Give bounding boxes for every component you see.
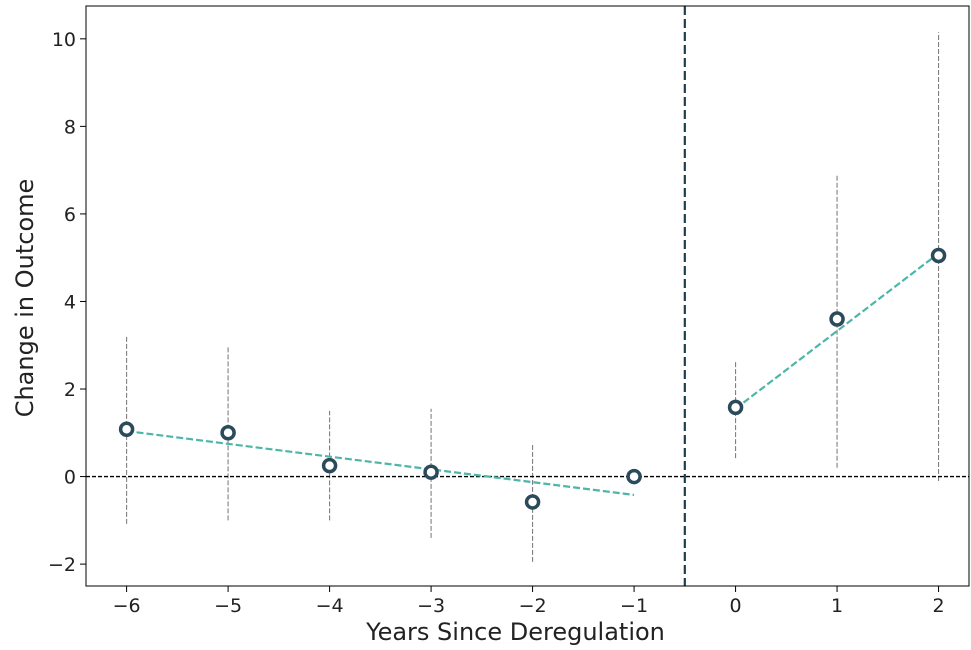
trend-lines-group <box>126 252 940 497</box>
data-point <box>423 464 439 480</box>
x-ticks-group: −6 −5 −4 −3 −2 −1 0 1 2 <box>113 586 945 617</box>
y-tick-label: 4 <box>64 291 76 313</box>
x-tick-label: 1 <box>831 595 843 617</box>
y-tick-label: −2 <box>48 554 76 576</box>
x-tick-label: −4 <box>316 595 344 617</box>
y-tick-label: 8 <box>64 116 76 138</box>
y-ticks-group: −2 0 2 4 6 8 10 <box>48 29 86 576</box>
data-point <box>626 468 642 485</box>
x-tick-label: −2 <box>519 595 547 617</box>
trend-line <box>734 252 940 410</box>
x-tick-label: 0 <box>730 595 742 617</box>
plot-frame <box>85 5 970 587</box>
x-tick-label: −5 <box>214 595 242 617</box>
error-bars-group <box>126 32 940 562</box>
data-point <box>118 421 135 438</box>
y-tick-label: 6 <box>64 204 76 226</box>
x-tick-label: −1 <box>620 595 648 617</box>
y-axis-label: Change in Outcome <box>11 179 39 418</box>
y-tick-label: 0 <box>64 467 76 489</box>
data-point <box>321 457 338 474</box>
data-point <box>829 311 845 327</box>
x-axis-label: Years Since Deregulation <box>365 618 665 646</box>
x-tick-label: −6 <box>113 595 141 617</box>
x-tick-label: −3 <box>417 595 445 617</box>
y-tick-label: 10 <box>52 29 76 51</box>
data-point <box>727 399 744 416</box>
data-points-group <box>118 247 947 510</box>
trend-line <box>126 429 635 497</box>
data-point <box>220 425 236 441</box>
y-tick-label: 2 <box>64 379 76 401</box>
x-tick-label: 2 <box>933 595 945 617</box>
data-point <box>930 247 947 264</box>
data-point <box>524 494 541 510</box>
